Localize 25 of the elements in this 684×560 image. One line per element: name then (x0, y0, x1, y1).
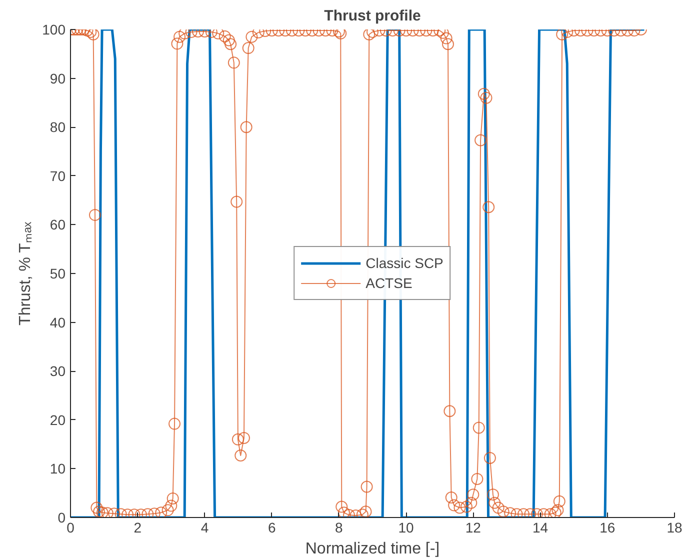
y-tick-label: 80 (50, 119, 66, 136)
y-tick-label: 100 (42, 22, 66, 38)
y-tick-label: 20 (50, 412, 66, 428)
y-tick-label: 30 (50, 363, 66, 380)
x-axis-title: Normalized time [-] (305, 540, 440, 558)
x-tick-label: 12 (465, 520, 482, 536)
x-tick-label: 6 (268, 520, 276, 536)
x-tick-label: 4 (200, 520, 209, 536)
y-tick-label: 50 (50, 266, 66, 282)
x-tick-label: 8 (335, 520, 344, 536)
y-tick-label: 0 (58, 510, 66, 526)
chart-title: Thrust profile (324, 8, 421, 24)
x-tick-label: 2 (134, 520, 142, 536)
x-tick-label: 10 (398, 520, 414, 536)
y-axis-title: Thrust, % Tₘₐₓ (17, 221, 34, 326)
y-tick-label: 60 (50, 216, 66, 233)
legend-label: ACTSE (366, 275, 412, 291)
y-tick-label: 90 (50, 70, 66, 86)
y-tick-label: 10 (50, 460, 66, 477)
y-tick-label: 70 (50, 168, 66, 184)
legend-label: Classic SCP (366, 255, 444, 271)
y-tick-label: 40 (50, 314, 66, 330)
x-tick-label: 14 (532, 520, 548, 536)
x-tick-label: 16 (600, 520, 616, 536)
x-tick-label: 18 (666, 520, 682, 536)
